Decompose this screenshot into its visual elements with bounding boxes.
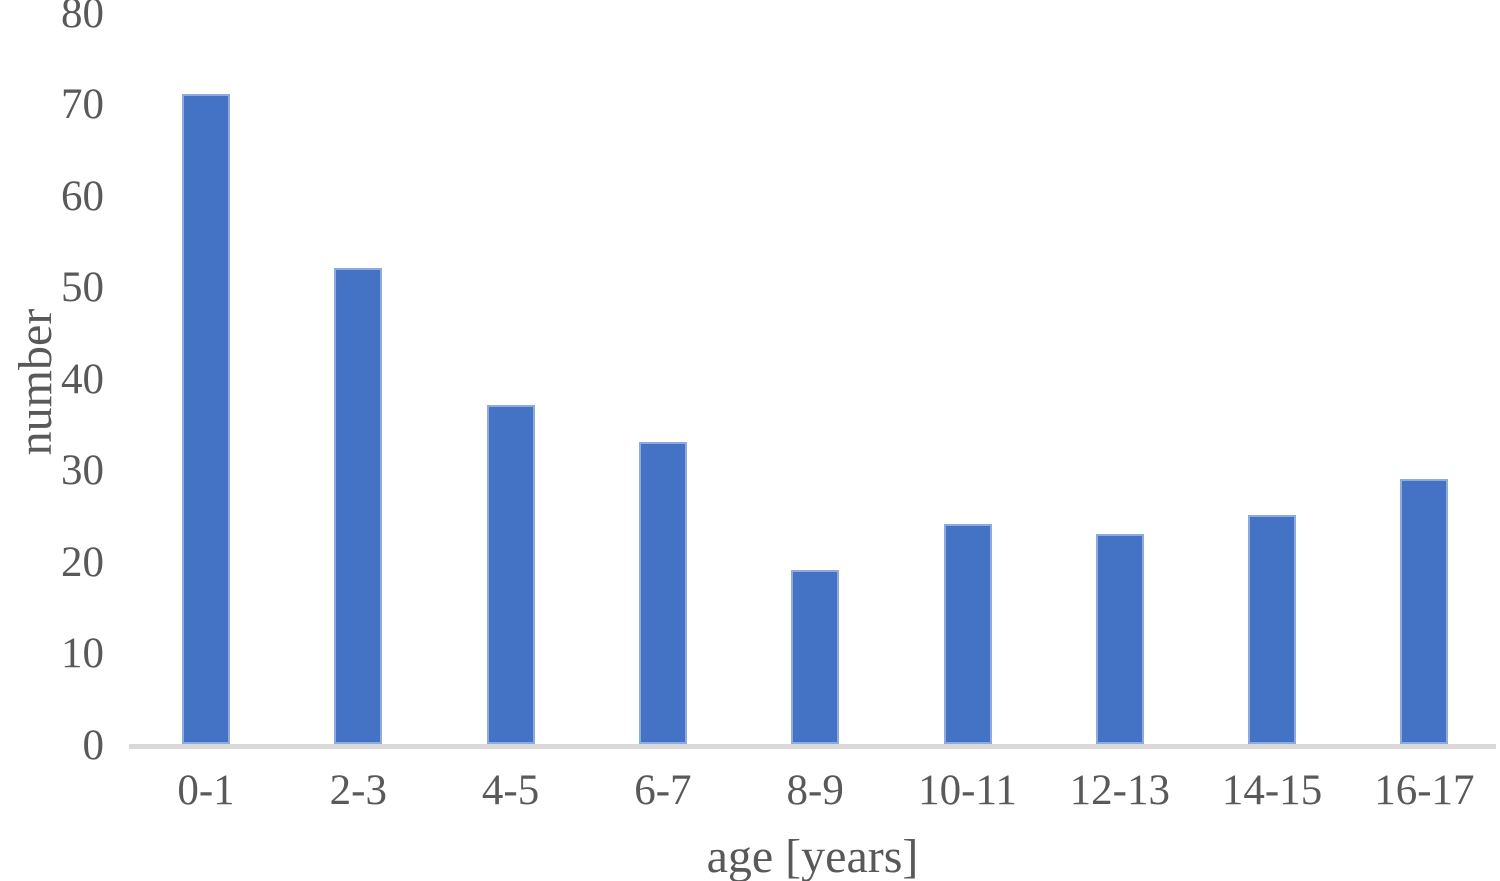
x-tick-label: 4-5 xyxy=(481,767,540,814)
y-tick-label: 40 xyxy=(61,355,104,403)
bar-6-7 xyxy=(638,442,687,744)
y-tick-label: 50 xyxy=(61,264,104,311)
x-tick-label: 2-3 xyxy=(329,767,387,814)
x-tick-label: 10-11 xyxy=(918,767,1017,814)
bar-0-1 xyxy=(182,94,230,744)
y-tick-label: 20 xyxy=(61,538,104,586)
bar-8-9 xyxy=(791,570,840,744)
bar-4-5 xyxy=(486,405,535,744)
y-tick-label: 0 xyxy=(82,721,105,769)
bar-12-13 xyxy=(1095,533,1144,744)
y-tick-label: 10 xyxy=(61,630,104,677)
plot-area xyxy=(129,0,1496,744)
y-tick-label: 60 xyxy=(61,172,104,220)
bar-10-11 xyxy=(943,524,992,744)
x-tick-label: 12-13 xyxy=(1069,767,1170,814)
x-tick-label: 14-15 xyxy=(1221,767,1323,814)
x-tick-label: 8-9 xyxy=(786,767,844,814)
x-tick-label: 0-1 xyxy=(177,767,235,814)
y-tick-label: 80 xyxy=(61,0,104,37)
x-axis-line xyxy=(129,744,1496,749)
x-axis-title: age [years] xyxy=(706,830,919,881)
bar-16-17 xyxy=(1400,478,1449,744)
x-tick-label: 6-7 xyxy=(634,767,692,814)
x-tick-label: 16-17 xyxy=(1374,767,1475,814)
bar-2-3 xyxy=(334,268,383,744)
y-tick-label: 70 xyxy=(61,81,104,128)
bar-14-15 xyxy=(1248,515,1297,744)
y-tick-label: 30 xyxy=(61,447,104,494)
